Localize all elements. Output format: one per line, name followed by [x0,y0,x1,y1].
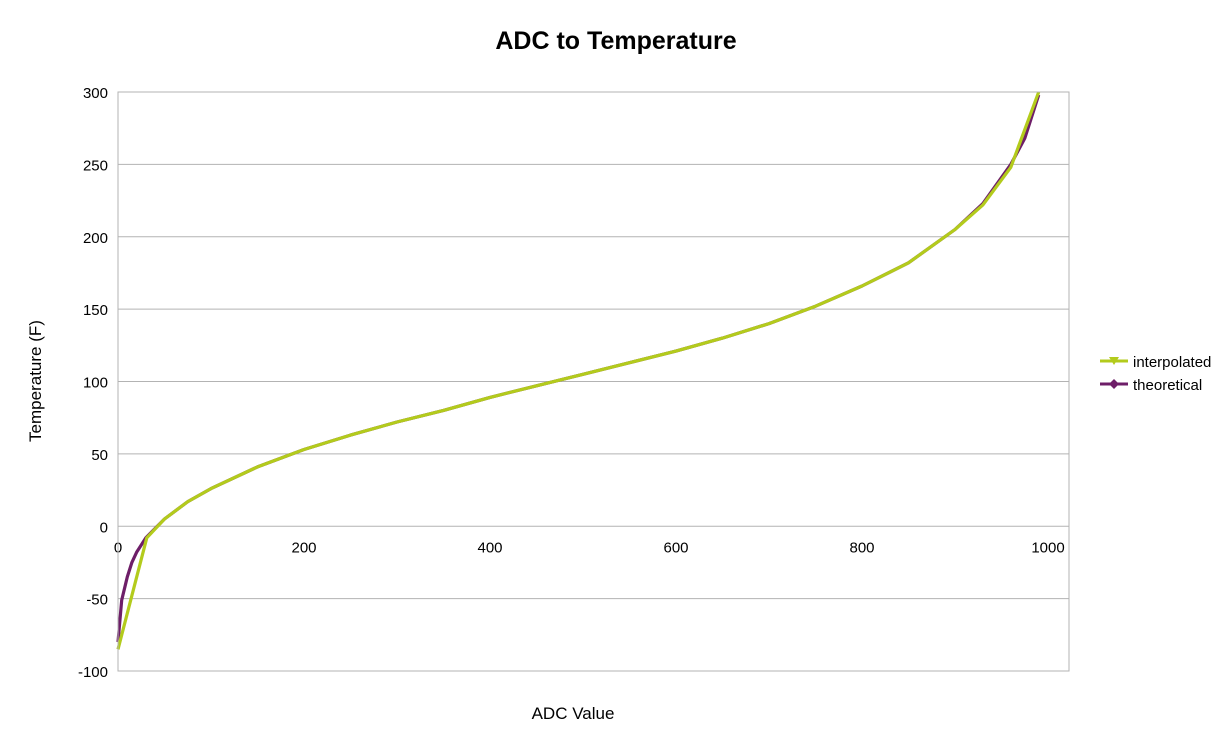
x-tick-labels: 0 200 400 600 800 1000 [114,539,1065,556]
legend-label: interpolated [1133,354,1211,371]
y-tick-label: 0 [100,519,108,536]
x-tick-label: 400 [477,539,502,556]
legend-label: theoretical [1133,377,1202,394]
plot-area-border [117,91,1070,672]
series-lines [116,91,1041,650]
gridlines [118,91,1069,672]
x-tick-label: 200 [291,539,316,556]
y-tick-label: 300 [83,85,108,102]
y-tick-label: 250 [83,157,108,174]
y-tick-label: 200 [83,230,108,247]
y-tick-label: -50 [86,592,108,609]
series-line-theoretical [116,94,1041,643]
legend: interpolated theoretical [1100,354,1211,394]
x-tick-label: 800 [849,539,874,556]
y-tick-label: 150 [83,302,108,319]
y-axis-label: Temperature (F) [26,320,45,442]
chart-title: ADC to Temperature [495,27,736,55]
y-tick-label: -100 [78,664,108,681]
x-axis-label: ADC Value [532,704,615,723]
x-tick-label: 600 [663,539,688,556]
y-tick-label: 50 [91,447,108,464]
y-tick-label: 100 [83,375,108,392]
y-tick-labels: -100 -50 0 50 100 150 200 250 300 [78,85,108,681]
legend-diamond-icon [1109,379,1119,389]
x-tick-label: 1000 [1031,539,1064,556]
legend-triangle-icon [1109,357,1119,365]
series-line-interpolated [116,91,1041,650]
